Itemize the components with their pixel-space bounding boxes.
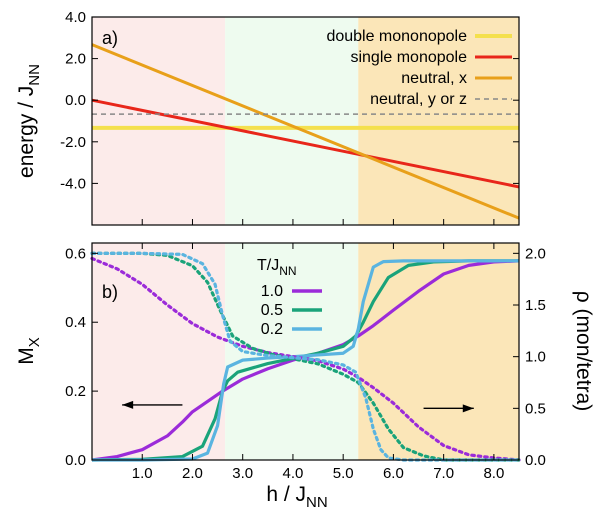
panel-a-legend-label-3: neutral, y or z [370,91,467,108]
panel-b-frame [91,242,520,461]
panel-b-right-y-tick-label: 2.0 [525,245,546,262]
x-tick-label: 1.0 [132,465,153,482]
panel-a-y-ticks: 4.0 2.0 0.0 -2.0 -4.0 [60,9,519,225]
panel-a-series-line-1 [91,98,520,189]
x-tick-label: 8.0 [483,465,504,482]
panel-a: 4.0 2.0 0.0 -2.0 -4.0 a) double mononopole si… [15,9,520,226]
x-tick-label: 7.0 [433,465,454,482]
panel-b-left-y-axis-label-sub: X [26,337,43,347]
panel-a-label: a) [102,28,118,48]
panel-a-series [91,43,520,220]
panel-b-right-y-tick-label: 0.5 [525,400,546,417]
panel-b-left-y-tick-label: 0.2 [65,383,86,400]
panel-b: 1.0 2.0 3.0 4.0 5.0 6.0 7.0 8.0 0.0 0.2 0.4 0.6 0.0 0… [15,242,594,511]
panel-b-arrows [122,400,474,413]
panel-a-legend: double mononopole single monopole neutral,… [326,28,512,108]
panel-a-y-tick-label: -2.0 [60,134,86,151]
panel-b-legend-title-main: T/J [257,257,279,274]
panel-a-y-tick-label: 4.0 [65,9,86,26]
panel-b-legend-label-0: 1.0 [261,283,283,300]
x-tick-label: 6.0 [383,465,404,482]
panel-b-region-0 [92,243,226,460]
panel-b-right-y-tick-label: 0.0 [525,452,546,469]
panel-b-arrow-head-0 [122,400,134,409]
panel-a-legend-label-2: neutral, x [401,70,467,87]
panel-a-y-axis-label-sub: NN [26,64,43,86]
panel-b-left-y-tick-label: 0.6 [65,245,86,262]
panel-b-legend-title-sub: NN [279,264,296,278]
panel-b-series-line-2 [92,259,519,462]
panel-b-left-y-tick-label: 0.4 [65,314,86,331]
panel-a-region-0 [92,17,226,225]
panel-b-legend-title: T/JNN [257,257,297,278]
panel-b-right-y-axis-label: ρ (mon/tetra) [572,291,594,411]
panel-b-ticks: 1.0 2.0 3.0 4.0 5.0 6.0 7.0 8.0 0.0 0.2 0.4 0.6 0.0 0… [65,243,546,482]
panel-b-legend-label-1: 0.5 [261,302,283,319]
panel-a-regions [92,17,519,225]
panel-a-region-2 [358,17,519,225]
x-tick-label: 3.0 [232,465,253,482]
panel-b-legend: T/JNN 1.0 0.5 0.2 [257,257,322,338]
panel-a-region-1 [225,17,359,225]
panel-b-regions [92,243,519,460]
panel-a-y-tick-label: 2.0 [65,51,86,68]
panel-a-y-axis-label: energy / JNN [15,64,43,178]
panel-b-right-y-tick-label: 1.5 [525,297,546,314]
panel-b-series [90,251,521,462]
panel-a-series-line-2 [91,43,520,220]
panel-a-y-tick-label: 0.0 [65,92,86,109]
x-tick-label: 2.0 [182,465,203,482]
x-axis-label-sub: NN [306,494,328,511]
panel-b-label: b) [102,282,118,302]
panel-b-series-line-5 [90,251,521,462]
panel-b-arrow-head-1 [462,404,474,413]
panel-b-legend-label-2: 0.2 [261,321,283,338]
panel-b-right-y-tick-label: 1.0 [525,349,546,366]
panel-a-legend-label-1: single monopole [350,49,467,66]
panel-a-frame [91,16,520,226]
panel-a-legend-label-0: double mononopole [326,28,467,45]
x-axis-label: h / JNN [266,483,327,511]
x-tick-label: 4.0 [283,465,304,482]
panel-b-left-y-axis-label: MX [15,337,43,365]
x-tick-label: 5.0 [333,465,354,482]
panel-a-y-tick-label: -4.0 [60,175,86,192]
panel-b-left-y-tick-label: 0.0 [65,452,86,469]
